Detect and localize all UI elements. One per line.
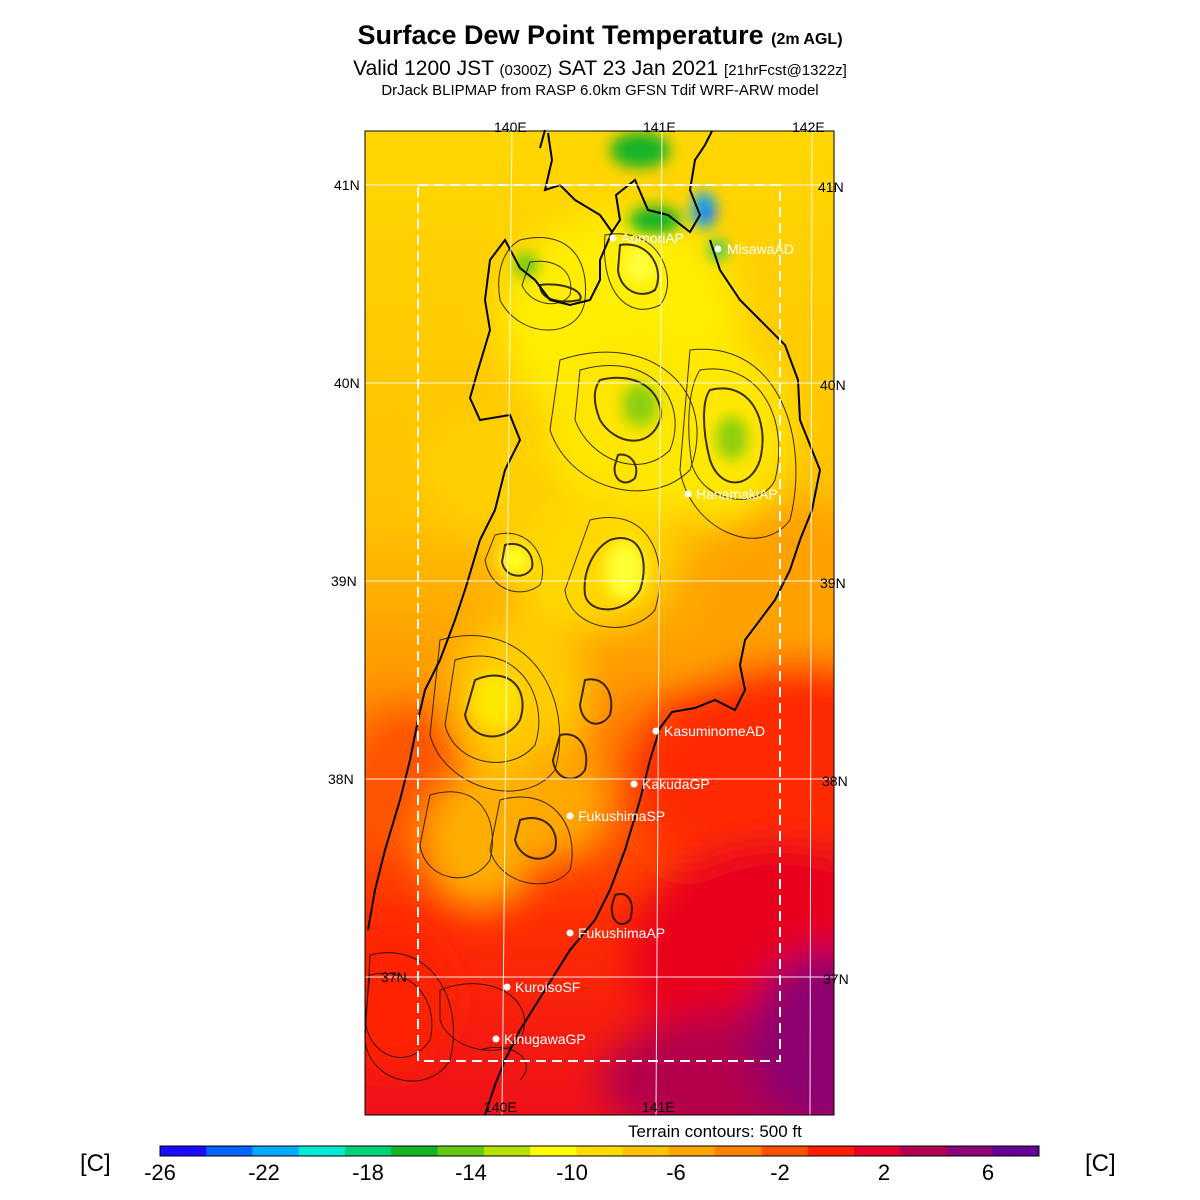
- colorbar-unit-right: [C]: [1085, 1150, 1116, 1177]
- terrain-note: Terrain contours: 500 ft: [628, 1122, 802, 1141]
- station-label: KakudaGP: [642, 776, 710, 792]
- station-label: KinugawaGP: [504, 1031, 586, 1047]
- station-label: FukushimaAP: [578, 925, 665, 941]
- station-labels: AomoriAP MisawaAD HanamakiAP KasuminomeA…: [504, 230, 794, 1047]
- colorbar-swatch: [483, 1146, 531, 1156]
- lat-left-label: 41N: [334, 177, 360, 193]
- lon-top-label: 141E: [643, 119, 676, 135]
- colorbar-swatch: [576, 1146, 624, 1156]
- colorbar-tick-label: -6: [666, 1160, 686, 1185]
- colorbar: [159, 1145, 1040, 1157]
- station-dot-hanamaki: [684, 490, 692, 498]
- colorbar-swatch: [622, 1146, 670, 1156]
- colorbar-swatch: [206, 1146, 254, 1156]
- station-dot-aomori: [609, 234, 617, 242]
- valid-prefix: Valid 1200 JST: [353, 57, 494, 80]
- colorbar-tick-label: -2: [770, 1160, 790, 1185]
- colorbar-swatch: [715, 1146, 762, 1156]
- lat-right-label: 39N: [820, 575, 846, 591]
- lat-left-label: 38N: [328, 771, 354, 787]
- station-markers: [492, 234, 722, 1043]
- station-label: KuroisoSF: [515, 979, 580, 995]
- colorbar-swatch: [252, 1146, 300, 1156]
- lon-bottom-label: 141E: [642, 1099, 675, 1115]
- colorbar-swatch: [853, 1146, 901, 1156]
- station-dot-fukushima-sp: [566, 812, 574, 820]
- colorbar-border: [159, 1145, 1040, 1157]
- colorbar-swatch: [668, 1146, 716, 1156]
- valid-date: SAT 23 Jan 2021: [557, 57, 719, 80]
- lon-top-label: 142E: [792, 119, 825, 135]
- station-dot-kakuda: [630, 780, 638, 788]
- title-main: Surface Dew Point Temperature: [357, 20, 764, 50]
- colorbar-swatch: [298, 1146, 346, 1156]
- colorbar-swatch: [160, 1146, 207, 1156]
- lat-right-label: 41N: [818, 179, 844, 195]
- colorbar-tick-label: -10: [556, 1160, 588, 1185]
- colorbar-swatch: [391, 1146, 439, 1156]
- forecast-label: [21hrFcst@1322z]: [724, 62, 847, 79]
- station-dot-kinugawa: [492, 1035, 500, 1043]
- inner-domain-box: [417, 184, 781, 1062]
- colorbar-tick-label: -22: [248, 1160, 280, 1185]
- lat-right-label: 40N: [820, 377, 846, 393]
- chart-title: Surface Dew Point Temperature (2m AGL): [0, 20, 1200, 51]
- valid-zulu: (0300Z): [499, 62, 553, 79]
- colorbar-swatch: [946, 1146, 994, 1156]
- colorbar-swatch: [530, 1146, 577, 1156]
- lon-top-label: 140E: [494, 119, 527, 135]
- lat-right-label: 38N: [822, 773, 848, 789]
- colorbar-unit-left: [C]: [80, 1150, 111, 1177]
- colorbar-swatch: [992, 1146, 1040, 1156]
- axis-labels: 140E 141E 142E 140E 141E 41N 40N 39N 38N…: [328, 119, 849, 1115]
- lon-bottom-label: 140E: [484, 1099, 517, 1115]
- lat-left-label: 39N: [331, 573, 357, 589]
- station-dot-kasuminome: [652, 727, 660, 735]
- colorbar-swatch: [437, 1146, 485, 1156]
- colorbar-tick-label: 6: [981, 1160, 995, 1185]
- station-dot-misawa: [714, 245, 722, 253]
- colorbar-tick-label: 2: [877, 1160, 891, 1185]
- dewpoint-field: [365, 131, 834, 1115]
- colorbar-swatch: [900, 1146, 947, 1156]
- station-label: KasuminomeAD: [664, 723, 765, 739]
- station-dot-kuroiso: [503, 983, 511, 991]
- colorbar-tick-label: -14: [455, 1160, 487, 1185]
- colorbar-tick-label: -18: [352, 1160, 384, 1185]
- colorbar-swatch: [345, 1146, 392, 1156]
- station-label: HanamakiAP: [696, 486, 778, 502]
- colorbar-swatch: [807, 1146, 855, 1156]
- map-frame: [364, 130, 835, 1116]
- colorbar-swatch: [761, 1146, 809, 1156]
- lat-right-label: 37N: [823, 971, 849, 987]
- valid-time-line: Valid 1200 JST (0300Z) SAT 23 Jan 2021 […: [0, 57, 1200, 81]
- lat-left-label: 37N: [381, 969, 407, 985]
- colorbar-tick-label: -26: [144, 1160, 176, 1185]
- lat-left-label: 40N: [334, 375, 360, 391]
- model-line: DrJack BLIPMAP from RASP 6.0km GFSN Tdif…: [381, 82, 819, 99]
- station-label: MisawaAD: [727, 241, 794, 257]
- title-suffix: (2m AGL): [771, 31, 843, 48]
- station-dot-fukushima-ap: [566, 929, 574, 937]
- station-label: FukushimaSP: [578, 808, 665, 824]
- station-label: AomoriAP: [621, 230, 684, 246]
